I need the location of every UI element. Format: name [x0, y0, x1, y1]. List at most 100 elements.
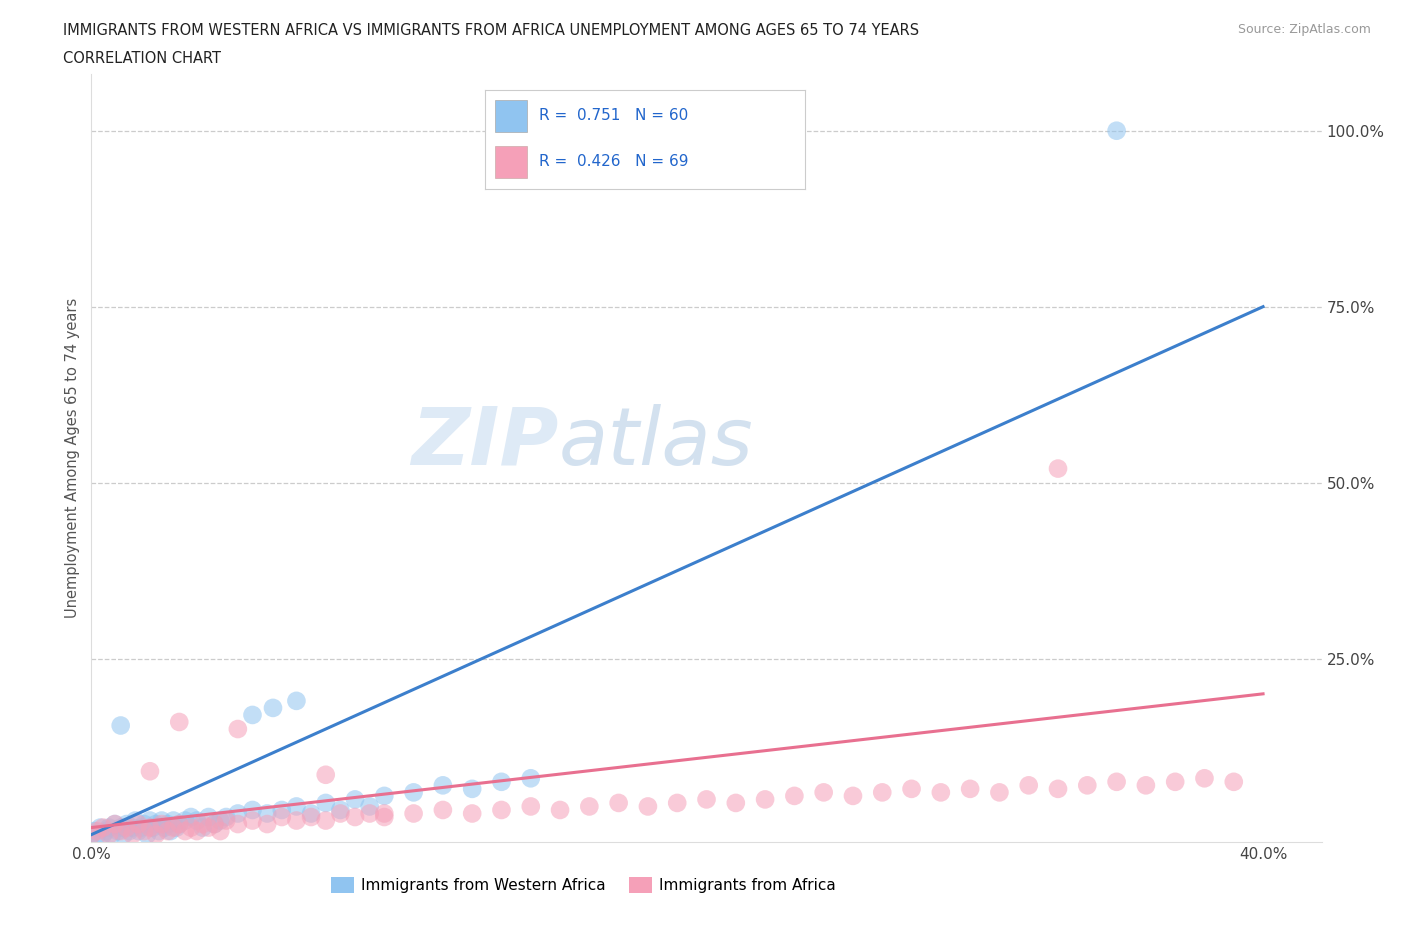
Point [129, 820, 152, 835]
Point [1105, 775, 1128, 790]
Point [209, 824, 232, 839]
Text: Source: ZipAtlas.com: Source: ZipAtlas.com [1237, 23, 1371, 36]
Point [86, 824, 108, 839]
Point [132, 817, 155, 831]
Point [262, 700, 284, 715]
Point [929, 785, 952, 800]
Point [180, 810, 202, 825]
Point [226, 806, 249, 821]
Point [491, 775, 513, 790]
Point [1164, 775, 1187, 790]
Point [637, 799, 659, 814]
Point [299, 810, 322, 825]
Point [256, 806, 278, 821]
Point [783, 789, 806, 804]
Point [1135, 777, 1157, 792]
Point [402, 806, 425, 821]
Point [329, 803, 352, 817]
Point [180, 820, 202, 835]
Point [1046, 461, 1069, 476]
Point [80, 827, 103, 842]
Point [215, 810, 238, 825]
Point [191, 817, 214, 831]
Point [519, 771, 541, 786]
Point [813, 785, 835, 800]
Point [110, 820, 132, 835]
Point [343, 792, 366, 807]
Point [432, 777, 454, 792]
Point [959, 781, 981, 796]
Point [101, 827, 124, 842]
Point [107, 824, 129, 839]
Point [104, 817, 127, 831]
Point [139, 820, 162, 835]
Point [124, 813, 146, 828]
Text: IMMIGRANTS FROM WESTERN AFRICA VS IMMIGRANTS FROM AFRICA UNEMPLOYMENT AMONG AGES: IMMIGRANTS FROM WESTERN AFRICA VS IMMIGR… [63, 23, 920, 38]
Text: CORRELATION CHART: CORRELATION CHART [63, 51, 221, 66]
Point [285, 799, 308, 814]
Point [80, 827, 103, 842]
Point [115, 817, 138, 831]
Point [98, 820, 120, 835]
Point [242, 708, 264, 723]
Point [578, 799, 600, 814]
Point [110, 718, 132, 733]
Point [209, 813, 232, 828]
Point [315, 767, 337, 782]
Point [373, 789, 395, 804]
Point [607, 795, 630, 810]
Point [359, 799, 381, 814]
Point [1046, 781, 1069, 796]
Point [695, 792, 717, 807]
Point [202, 817, 225, 831]
Point [242, 813, 264, 828]
Point [724, 795, 747, 810]
Point [285, 694, 308, 709]
Point [94, 824, 117, 839]
Point [402, 785, 425, 800]
Point [315, 795, 337, 810]
Point [329, 806, 352, 821]
Point [98, 827, 120, 842]
Point [162, 820, 184, 835]
Point [359, 806, 381, 821]
Point [519, 799, 541, 814]
Point [148, 824, 170, 839]
Point [145, 817, 167, 831]
Point [186, 824, 208, 839]
Point [127, 817, 149, 831]
Point [165, 820, 187, 835]
Point [162, 813, 184, 828]
Point [285, 813, 308, 828]
Point [202, 817, 225, 831]
Point [870, 785, 894, 800]
Point [127, 824, 149, 839]
Point [89, 820, 111, 835]
Point [118, 824, 141, 839]
Legend: Immigrants from Western Africa, Immigrants from Africa: Immigrants from Western Africa, Immigran… [325, 871, 842, 899]
Point [91, 820, 114, 835]
Point [315, 813, 337, 828]
Point [191, 820, 214, 835]
Point [666, 795, 689, 810]
Point [197, 820, 219, 835]
Point [215, 813, 238, 828]
Point [139, 813, 162, 828]
Point [169, 817, 191, 831]
Point [91, 827, 114, 842]
Point [110, 824, 132, 839]
Point [169, 714, 191, 729]
Point [242, 803, 264, 817]
Point [299, 806, 322, 821]
Point [754, 792, 776, 807]
Point [343, 810, 366, 825]
Point [270, 810, 292, 825]
Point [150, 817, 173, 831]
Point [373, 810, 395, 825]
Point [159, 824, 181, 839]
Point [136, 827, 159, 842]
Point [174, 824, 197, 839]
Point [112, 827, 135, 842]
Point [461, 781, 484, 796]
Point [197, 810, 219, 825]
